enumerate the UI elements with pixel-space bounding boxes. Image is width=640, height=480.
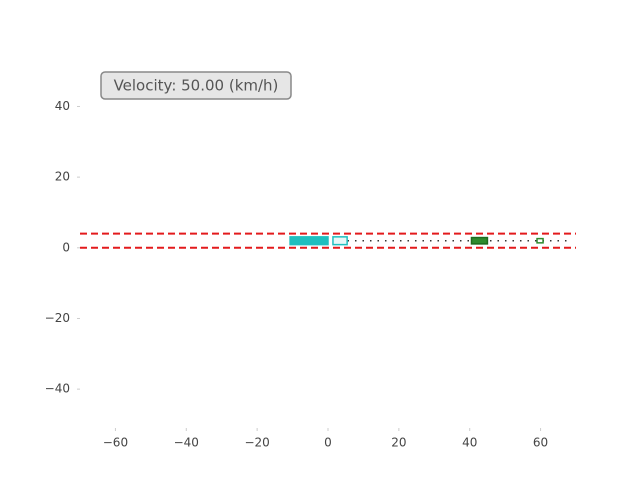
y-tick-label: 20 [55, 170, 70, 184]
x-tick-label: −60 [103, 436, 128, 450]
vehicle [536, 237, 544, 244]
y-tick-label: −40 [45, 382, 70, 396]
y-tick-label: −20 [45, 311, 70, 325]
vehicle [470, 236, 489, 245]
x-tick-label: 0 [324, 436, 332, 450]
y-tick-label: 40 [55, 99, 70, 113]
x-tick-label: −20 [244, 436, 269, 450]
x-tick-label: 20 [391, 436, 406, 450]
x-tick-label: 60 [533, 436, 548, 450]
annotation-box [100, 71, 292, 100]
vehicle [332, 236, 348, 246]
velocity-label: Velocity: 50.00 (km/h) [114, 77, 279, 95]
vehicle [289, 236, 329, 246]
x-tick-label: 40 [462, 436, 477, 450]
y-tick-label: 0 [62, 240, 70, 254]
x-tick-label: −40 [174, 436, 199, 450]
